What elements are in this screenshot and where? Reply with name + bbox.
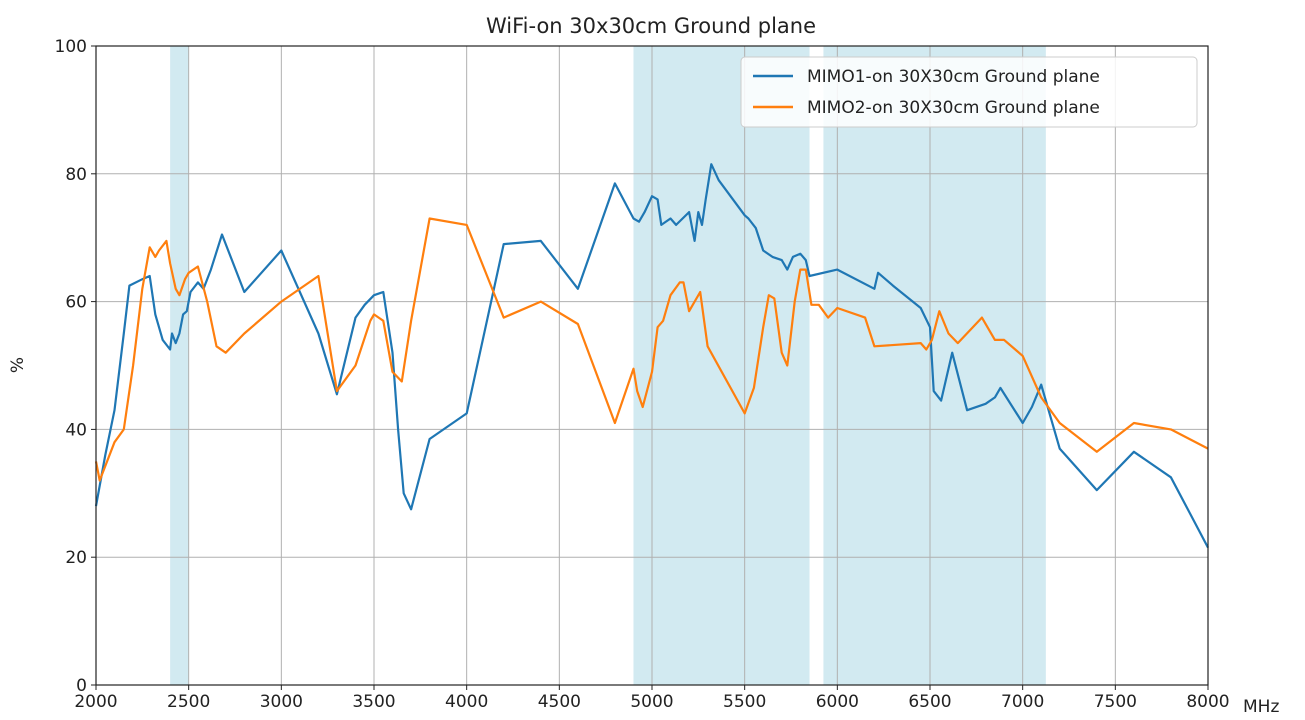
y-tick-label: 0: [76, 676, 87, 696]
x-tick-label: 8000: [1186, 692, 1229, 712]
y-tick-label: 60: [65, 293, 87, 313]
y-tick-label: 20: [65, 548, 87, 568]
x-tick-label: 2000: [74, 692, 117, 712]
y-tick-label: 80: [65, 165, 87, 185]
series-lines: [94, 163, 1209, 549]
x-tick-label: 5500: [723, 692, 766, 712]
chart-title: WiFi-on 30x30cm Ground plane: [486, 14, 816, 38]
x-tick-label: 6000: [816, 692, 859, 712]
legend-label-2: MIMO2-on 30X30cm Ground plane: [807, 98, 1100, 118]
y-tick-label: 40: [65, 420, 87, 440]
y-axis-label: %: [8, 357, 28, 373]
legend-box: [740, 56, 1198, 128]
x-tick-label: 3500: [352, 692, 395, 712]
y-axis-ticks: 0 20 40 60 80 100: [55, 37, 96, 696]
x-tick-label: 5000: [630, 692, 673, 712]
shaded-band-1: [170, 46, 189, 685]
x-tick-label: 7500: [1094, 692, 1137, 712]
series-line-mimo2: [94, 217, 1209, 482]
series-line-mimo1: [94, 163, 1209, 549]
legend-label-1: MIMO1-on 30X30cm Ground plane: [807, 67, 1100, 87]
y-tick-label: 100: [55, 37, 87, 57]
x-tick-label: 6500: [908, 692, 951, 712]
x-tick-label: 7000: [1001, 692, 1044, 712]
x-axis-ticks: 2000 2500 3000 3500 4000 4500 5000 5500 6000 6500…: [74, 685, 1230, 712]
shaded-band-3: [823, 46, 1046, 685]
x-tick-label: 4000: [445, 692, 488, 712]
legend: MIMO1-on 30X30cm Ground plane MIMO2-on 30…: [740, 56, 1198, 128]
x-tick-label: 3000: [260, 692, 303, 712]
x-axis-unit: MHz: [1243, 697, 1279, 717]
shaded-band-2: [633, 46, 810, 685]
x-tick-label: 4500: [538, 692, 581, 712]
shaded-bands: [170, 46, 1046, 685]
x-tick-label: 2500: [167, 692, 210, 712]
